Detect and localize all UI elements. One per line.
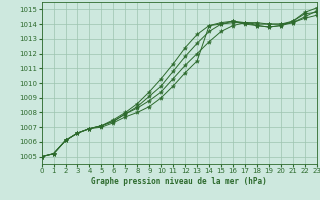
X-axis label: Graphe pression niveau de la mer (hPa): Graphe pression niveau de la mer (hPa) [91, 177, 267, 186]
